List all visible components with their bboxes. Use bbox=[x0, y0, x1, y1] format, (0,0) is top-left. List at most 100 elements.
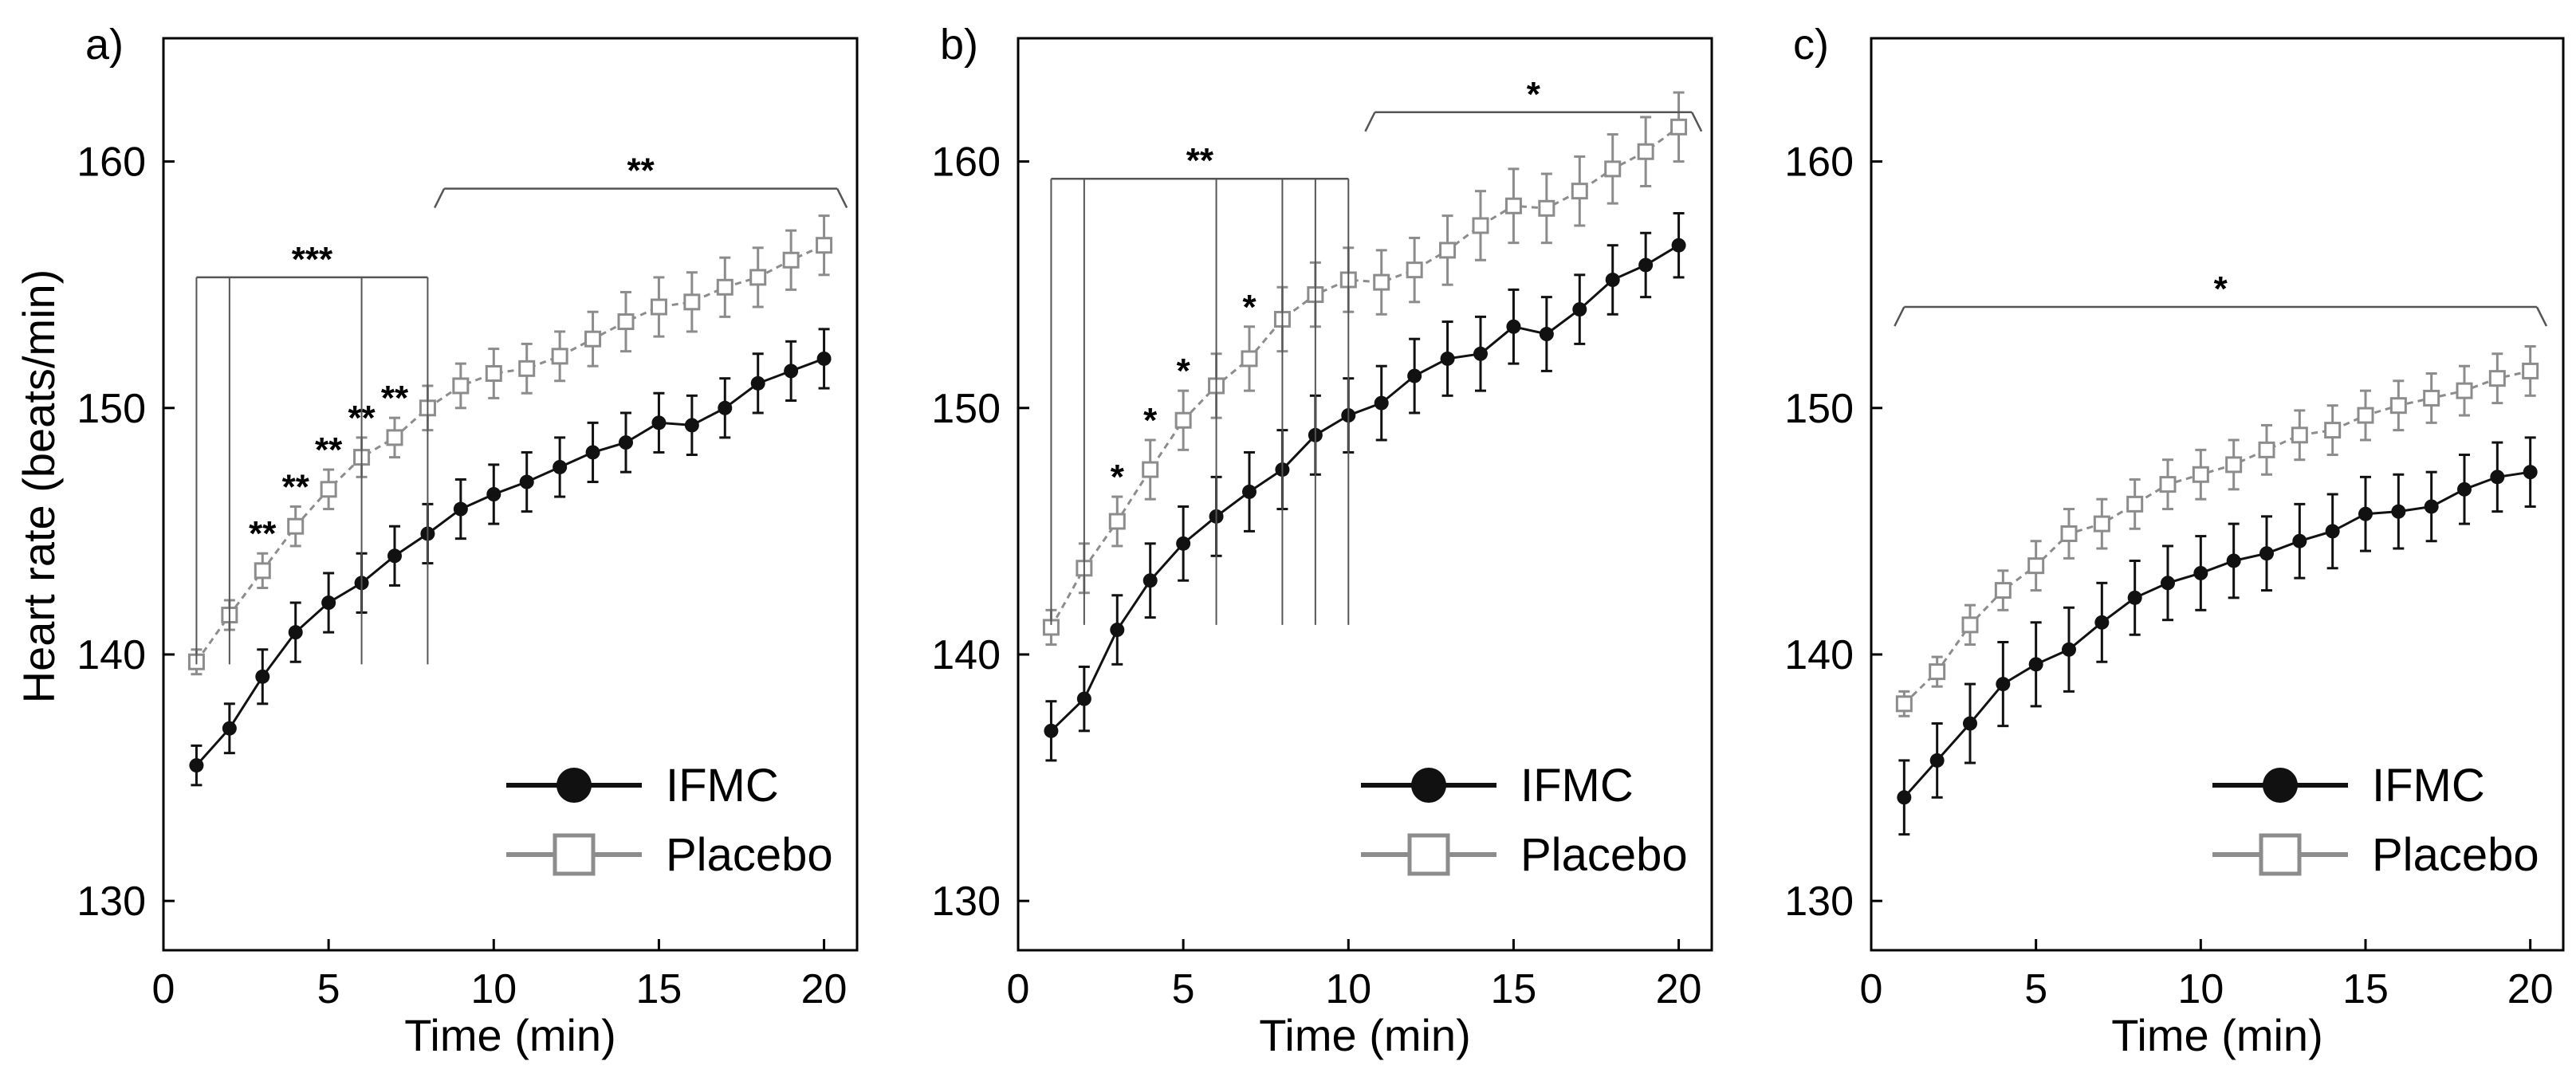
bracket-end bbox=[2535, 306, 2548, 327]
placebo-marker bbox=[1504, 197, 1522, 214]
ifmc-marker bbox=[816, 351, 832, 366]
legend-marker-ifmc bbox=[2263, 768, 2298, 803]
y-tick-label: 130 bbox=[931, 878, 1001, 925]
placebo-marker bbox=[254, 562, 271, 580]
x-tick-label: 0 bbox=[152, 966, 175, 1012]
placebo-marker bbox=[1571, 183, 1588, 200]
placebo-marker bbox=[2060, 525, 2078, 542]
placebo-line bbox=[195, 244, 825, 663]
ifmc-marker bbox=[288, 625, 303, 640]
chart-panel-3: c) 130 140 150 160 0 5 10 15 20 Time (min) * IFMC Pla… bbox=[1784, 21, 2565, 1060]
ifmc-marker bbox=[2193, 565, 2208, 580]
placebo-marker bbox=[2324, 422, 2342, 439]
ifmc-marker bbox=[1374, 395, 1389, 411]
placebo-marker bbox=[816, 237, 833, 254]
bracket-label: *** bbox=[292, 240, 333, 279]
placebo-marker bbox=[1670, 118, 1688, 136]
placebo-marker bbox=[2357, 407, 2374, 424]
ifmc-marker bbox=[519, 474, 534, 489]
ifmc-marker bbox=[2358, 506, 2373, 521]
x-axis-label: Time (min) bbox=[404, 1010, 615, 1060]
placebo-marker bbox=[1406, 261, 1423, 279]
series-placebo bbox=[187, 214, 833, 676]
ifmc-marker bbox=[321, 595, 336, 611]
ifmc-marker bbox=[1605, 273, 1620, 288]
series-ifmc bbox=[189, 328, 832, 787]
ifmc-marker bbox=[2226, 553, 2241, 568]
legend-label-placebo: Placebo bbox=[666, 829, 833, 881]
placebo-marker bbox=[1142, 461, 1159, 478]
ifmc-marker bbox=[2457, 481, 2472, 497]
ifmc-marker bbox=[585, 445, 600, 460]
ifmc-marker bbox=[1176, 536, 1191, 551]
placebo-marker bbox=[287, 517, 305, 535]
x-axis-label: Time (min) bbox=[2111, 1010, 2322, 1060]
y-tick-label: 130 bbox=[77, 878, 146, 925]
placebo-marker bbox=[2225, 456, 2243, 474]
x-tick-label: 15 bbox=[2342, 966, 2389, 1012]
legend-label-placebo: Placebo bbox=[1520, 829, 1688, 881]
ifmc-marker bbox=[2325, 524, 2340, 539]
placebo-marker bbox=[716, 278, 733, 296]
significance-star: * bbox=[1143, 401, 1158, 440]
bracket-end bbox=[434, 188, 446, 209]
ifmc-marker bbox=[189, 758, 204, 773]
ifmc-marker bbox=[1929, 753, 1945, 768]
significance-star: * bbox=[1242, 288, 1257, 327]
placebo-marker bbox=[1472, 217, 1489, 234]
placebo-marker bbox=[386, 429, 403, 446]
ifmc-marker bbox=[784, 364, 799, 379]
series-ifmc bbox=[1044, 212, 1686, 762]
x-tick-label: 0 bbox=[1860, 966, 1883, 1012]
legend: IFMC Placebo bbox=[1361, 760, 1688, 881]
ifmc-line bbox=[195, 357, 825, 767]
placebo-marker bbox=[650, 298, 667, 316]
x-tick-label: 15 bbox=[636, 966, 682, 1012]
placebo-line bbox=[1903, 369, 2531, 705]
legend-label-ifmc: IFMC bbox=[666, 760, 779, 812]
ifmc-marker bbox=[1963, 716, 1977, 731]
placebo-marker bbox=[749, 269, 767, 286]
ifmc-marker bbox=[222, 721, 237, 736]
y-tick-label: 160 bbox=[77, 140, 146, 186]
legend-marker-placebo bbox=[553, 833, 596, 876]
legend-label-placebo: Placebo bbox=[2372, 829, 2539, 881]
legend: IFMC Placebo bbox=[2212, 760, 2539, 881]
ifmc-marker bbox=[619, 435, 633, 450]
placebo-marker bbox=[2488, 370, 2506, 387]
ifmc-marker bbox=[255, 669, 270, 684]
significance-bracket: ** bbox=[1050, 141, 1350, 625]
ifmc-marker bbox=[1506, 319, 1521, 334]
placebo-marker bbox=[2258, 441, 2275, 458]
significance-bracket: * bbox=[1364, 75, 1703, 132]
placebo-marker bbox=[683, 293, 701, 311]
ifmc-marker bbox=[1671, 238, 1686, 253]
placebo-marker bbox=[320, 481, 337, 498]
ifmc-marker bbox=[2490, 470, 2505, 485]
placebo-marker bbox=[485, 364, 502, 382]
legend-marker-placebo bbox=[2259, 833, 2302, 876]
ifmc-line bbox=[1050, 244, 1680, 732]
placebo-marker bbox=[1929, 663, 1946, 681]
placebo-marker bbox=[617, 313, 635, 331]
x-tick-label: 10 bbox=[470, 966, 517, 1012]
placebo-marker bbox=[2192, 466, 2209, 483]
legend-label-ifmc: IFMC bbox=[2372, 760, 2485, 812]
placebo-marker bbox=[1108, 513, 1126, 530]
ifmc-marker bbox=[1897, 790, 1912, 805]
x-tick-label: 15 bbox=[1491, 966, 1537, 1012]
ifmc-marker bbox=[2259, 546, 2274, 561]
ifmc-marker bbox=[1638, 257, 1654, 273]
bracket-end bbox=[1364, 112, 1376, 132]
bracket-label: ** bbox=[1186, 141, 1214, 180]
bracket-label: * bbox=[1527, 75, 1541, 114]
ifmc-marker bbox=[2523, 465, 2538, 480]
panel-label: a) bbox=[85, 21, 124, 69]
y-tick-label: 140 bbox=[1784, 632, 1854, 678]
legend-marker-placebo bbox=[1407, 833, 1450, 876]
placebo-marker bbox=[551, 348, 568, 365]
x-tick-label: 10 bbox=[2177, 966, 2224, 1012]
y-tick-label: 150 bbox=[931, 386, 1001, 432]
placebo-marker bbox=[2456, 382, 2473, 399]
ifmc-marker bbox=[1242, 484, 1257, 499]
